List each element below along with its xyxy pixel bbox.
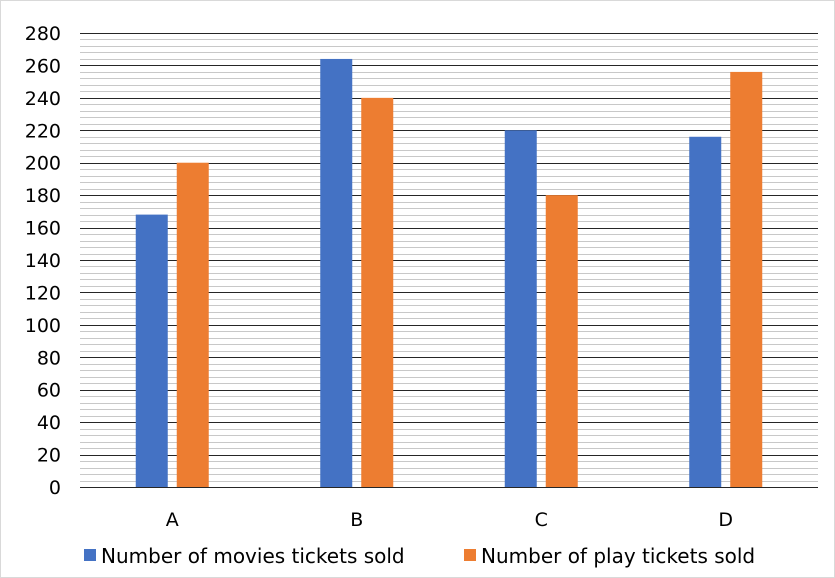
- bar-D-play: [730, 71, 763, 488]
- y-tick-label: 80: [37, 347, 61, 369]
- y-tick-label: 260: [25, 55, 61, 77]
- y-tick-label: 200: [25, 153, 61, 175]
- y-tick-label: 60: [37, 380, 61, 402]
- x-tick-label: D: [718, 509, 733, 531]
- legend-entry-play: Number of play tickets sold: [464, 544, 755, 568]
- x-tick-label: B: [350, 509, 363, 531]
- y-tick-label: 120: [25, 282, 61, 304]
- y-tick-label: 20: [37, 445, 61, 467]
- bar-B-movies: [320, 58, 353, 487]
- legend-label-play: Number of play tickets sold: [481, 544, 755, 568]
- legend-swatch-play: [464, 549, 476, 561]
- bar-A-movies: [135, 214, 168, 487]
- y-tick-label: 160: [25, 218, 61, 240]
- y-tick-label: 0: [49, 477, 61, 499]
- x-tick-label: A: [166, 509, 179, 531]
- bar-C-movies: [504, 130, 537, 488]
- y-tick-label: 140: [25, 250, 61, 272]
- bar-B-play: [361, 97, 394, 487]
- y-tick-label: 280: [25, 23, 61, 45]
- y-tick-label: 180: [25, 185, 61, 207]
- legend-label-movies: Number of movies tickets sold: [101, 544, 405, 568]
- bar-A-play: [176, 162, 209, 487]
- legend: Number of movies tickets sold Number of …: [84, 544, 755, 568]
- y-tick-label: 240: [25, 88, 61, 110]
- y-tick-label: 100: [25, 315, 61, 337]
- y-tick-label: 40: [37, 412, 61, 434]
- legend-swatch-movies: [84, 549, 96, 561]
- y-axis-ticks: 0 20 40 60 80 100 120 140 160 180 200 220 240 260 280: [25, 23, 61, 499]
- bar-C-play: [545, 195, 578, 487]
- x-axis-ticks: A B C D: [166, 509, 733, 531]
- y-tick-label: 220: [25, 120, 61, 142]
- x-tick-label: C: [535, 509, 548, 531]
- bars: [135, 58, 763, 488]
- legend-entry-movies: Number of movies tickets sold: [84, 544, 405, 568]
- bar-D-movies: [689, 136, 722, 487]
